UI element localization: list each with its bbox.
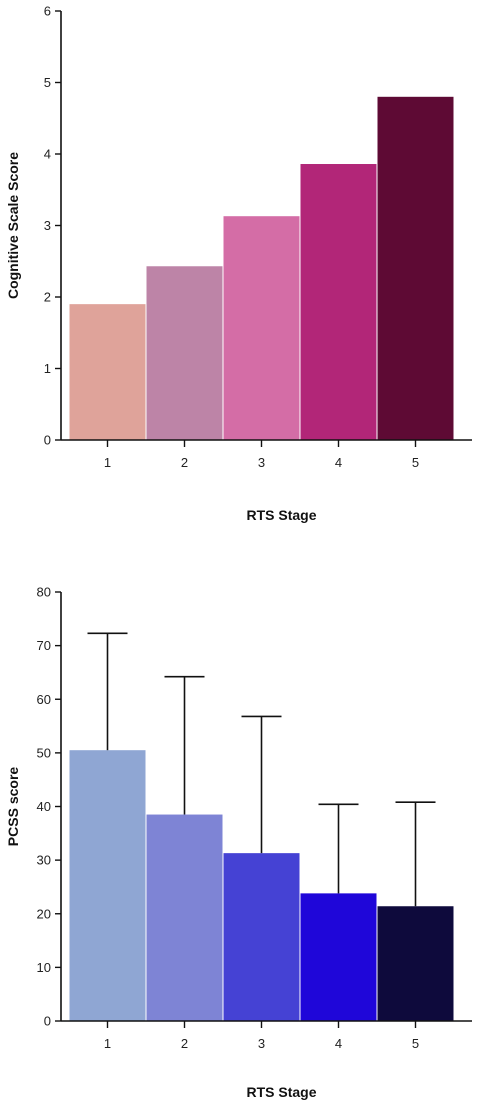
- x-tick-label: 3: [258, 455, 265, 470]
- y-tick-label: 6: [44, 4, 51, 19]
- x-tick-label: 4: [335, 1036, 342, 1051]
- y-tick-label: 0: [44, 433, 51, 448]
- y-tick-label: 3: [44, 218, 51, 233]
- pcss-score-chart: 0 10 20 30 40 50 60 70 80 1 2 3 4 5 RTS Stage PCSS scor…: [5, 585, 472, 1100]
- cognitive-score-chart: 0 1 2 3 4 5 6 1 2 3 4 5 RTS Stage Cognitive Scale Sco…: [5, 4, 472, 523]
- y-tick-label: 60: [37, 692, 51, 707]
- x-tick-label: 2: [181, 455, 188, 470]
- x-tick-label: 1: [104, 1036, 111, 1051]
- bar-stage-2: [146, 814, 223, 1021]
- bar-stage-1: [69, 750, 146, 1021]
- x-tick-label: 1: [104, 455, 111, 470]
- y-tick-label: 10: [37, 960, 51, 975]
- y-tick-label: 50: [37, 745, 51, 760]
- x-axis-title: RTS Stage: [246, 1084, 316, 1100]
- bar-stage-4: [300, 164, 377, 440]
- y-tick-label: 30: [37, 853, 51, 868]
- x-axis-title: RTS Stage: [246, 507, 316, 523]
- y-tick-label: 5: [44, 75, 51, 90]
- bar-stage-4: [300, 893, 377, 1021]
- x-tick-label: 5: [412, 455, 419, 470]
- x-tick-label: 4: [335, 455, 342, 470]
- bar-stage-5: [377, 906, 454, 1021]
- y-tick-label: 4: [44, 147, 51, 162]
- y-tick-label: 20: [37, 906, 51, 921]
- y-tick-label: 0: [44, 1014, 51, 1029]
- y-tick-label: 1: [44, 361, 51, 376]
- y-tick-label: 80: [37, 585, 51, 600]
- y-axis-title: PCSS score: [5, 767, 21, 847]
- bar-stage-5: [377, 96, 454, 441]
- x-tick-label: 3: [258, 1036, 265, 1051]
- x-tick-label: 2: [181, 1036, 188, 1051]
- bar-stage-3: [223, 216, 300, 440]
- bar-stage-3: [223, 853, 300, 1021]
- x-tick-label: 5: [412, 1036, 419, 1051]
- y-axis-title: Cognitive Scale Score: [5, 152, 21, 299]
- y-tick-label: 70: [37, 638, 51, 653]
- bar-stage-1: [69, 304, 146, 440]
- y-tick-label: 40: [37, 799, 51, 814]
- y-tick-label: 2: [44, 290, 51, 305]
- bar-stage-2: [146, 266, 223, 440]
